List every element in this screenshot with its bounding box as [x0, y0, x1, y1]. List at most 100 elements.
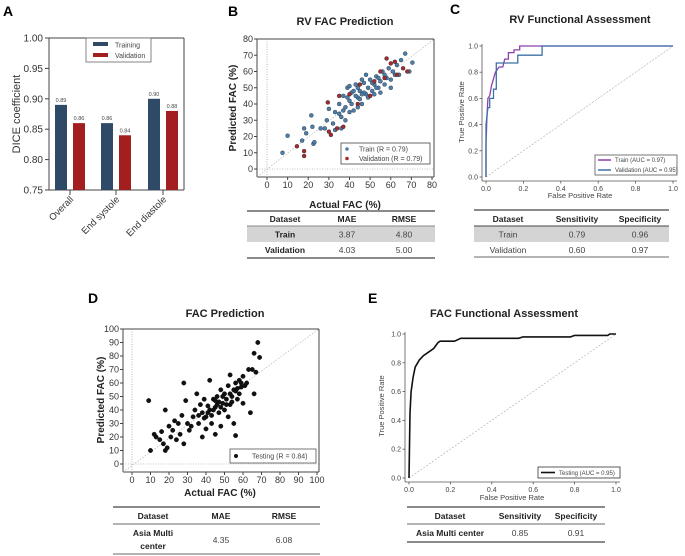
scatter-point: [173, 437, 179, 443]
bar-value-label: 0.86: [102, 116, 113, 122]
x-tick-label: 20: [164, 475, 174, 485]
scatter-point: [186, 427, 192, 433]
x-tick-label: 60: [386, 180, 396, 190]
scatter-point: [324, 118, 329, 123]
scatter-point: [205, 403, 211, 409]
chart-c-ylabel: True Positive Rate: [457, 81, 466, 142]
y-tick-label: 40: [243, 99, 253, 109]
table-cell: Validation: [265, 245, 305, 255]
scatter-point: [205, 410, 211, 416]
table-header: MAE: [338, 214, 357, 224]
bar-training: [55, 104, 67, 190]
table-c: Dataset Sensitivity Specificity Train 0.…: [474, 209, 669, 258]
scatter-point: [301, 148, 307, 154]
scatter-point: [347, 98, 352, 104]
chart-a-ylabel: DICE coefficient: [11, 75, 23, 154]
panel-label-e: E: [368, 290, 377, 306]
scatter-point: [160, 441, 166, 447]
scatter-point: [227, 372, 233, 378]
scatter-point: [238, 380, 244, 386]
x-tick-label: 40: [344, 180, 354, 190]
table-d: Dataset MAE RMSE Asia Multi center 4.35 …: [113, 506, 320, 555]
table-cell: 0.96: [632, 230, 649, 240]
y-tick-label: 0: [114, 459, 119, 469]
scatter-point: [222, 407, 227, 413]
scatter-point: [357, 88, 362, 94]
chart-d-xlabel: Actual FAC (%): [184, 488, 256, 499]
table-cell: center: [140, 541, 166, 551]
chart-d-ylabel: Predicted FAC (%): [96, 357, 107, 444]
scatter-point: [148, 448, 153, 453]
table-cell: Asia Multi: [133, 528, 173, 538]
scatter-point: [240, 400, 246, 406]
chart-d-title: FAC Prediction: [186, 308, 265, 320]
chance-line: [485, 45, 674, 178]
x-tick-label: 1.0: [611, 487, 621, 494]
table-header: Specificity: [555, 511, 598, 521]
scatter-point: [225, 383, 231, 389]
table-cell: Asia Multi center: [416, 528, 485, 538]
chart-e-xlabel: False Positive Rate: [480, 493, 545, 502]
scatter-point: [359, 101, 365, 107]
bar-value-label: 0.89: [56, 98, 67, 104]
scatter-point: [378, 69, 383, 74]
table-cell: 0.60: [569, 245, 586, 255]
y-tick-label: 0.95: [24, 64, 44, 75]
table-cell: 0.79: [569, 230, 586, 240]
scatter-point: [310, 124, 315, 130]
table-header: Dataset: [270, 214, 301, 224]
table-header: MAE: [212, 511, 231, 521]
scatter-point: [170, 427, 176, 433]
scatter-point: [255, 340, 261, 345]
chart-d-legend: Testing (R = 0.84): [229, 448, 317, 464]
y-tick-label: 10: [109, 446, 119, 456]
scatter-point: [233, 380, 239, 386]
scatter-point: [168, 434, 174, 440]
scatter-point: [341, 93, 346, 99]
scatter-point: [318, 126, 323, 131]
y-tick-label: 1.0: [391, 332, 401, 339]
table-header: RMSE: [392, 214, 417, 224]
scatter-point: [231, 421, 237, 426]
scatter-point: [299, 138, 305, 143]
chart-b-title: RV FAC Prediction: [297, 16, 394, 28]
scatter-point: [225, 414, 231, 420]
y-tick-label: 1.00: [24, 34, 44, 45]
y-tick-label: 40: [109, 405, 119, 415]
y-tick-label: 30: [243, 115, 253, 125]
scatter-point: [159, 429, 165, 434]
scatter-point: [301, 126, 307, 131]
scatter-point: [343, 118, 348, 123]
bar-validation: [73, 123, 85, 190]
y-tick-label: 60: [243, 67, 253, 77]
scatter-point: [181, 380, 187, 386]
x-tick-label: 60: [238, 475, 248, 485]
table-cell: 0.85: [512, 528, 529, 538]
scatter-point: [234, 385, 240, 391]
chart-e-legend: Testing (AUC = 0.95): [537, 466, 621, 479]
panel-label-b: B: [228, 3, 238, 19]
scatter-point: [209, 412, 215, 418]
y-tick-label: 0: [248, 164, 253, 174]
scatter-point: [345, 95, 350, 100]
scatter-point: [390, 69, 395, 74]
scatter-point: [347, 92, 352, 97]
scatter-point: [322, 126, 327, 131]
x-tick-label: 0.6: [528, 487, 538, 494]
y-tick-label: 80: [243, 34, 253, 44]
bar-training: [101, 123, 113, 190]
x-tick-label: 30: [324, 180, 334, 190]
scatter-point: [337, 111, 342, 117]
x-tick-label: 90: [293, 475, 303, 485]
table-cell: 3.87: [339, 230, 356, 240]
scatter-point: [197, 402, 203, 407]
table-header: Specificity: [619, 214, 662, 224]
scatter-point: [367, 77, 373, 82]
scatter-point: [218, 423, 224, 429]
legend-label-train: Train (AUC = 0.97): [615, 158, 665, 164]
scatter-point: [372, 92, 377, 97]
roc-curve: [485, 45, 673, 177]
chance-line: [408, 333, 617, 479]
scatter-point: [339, 114, 344, 120]
